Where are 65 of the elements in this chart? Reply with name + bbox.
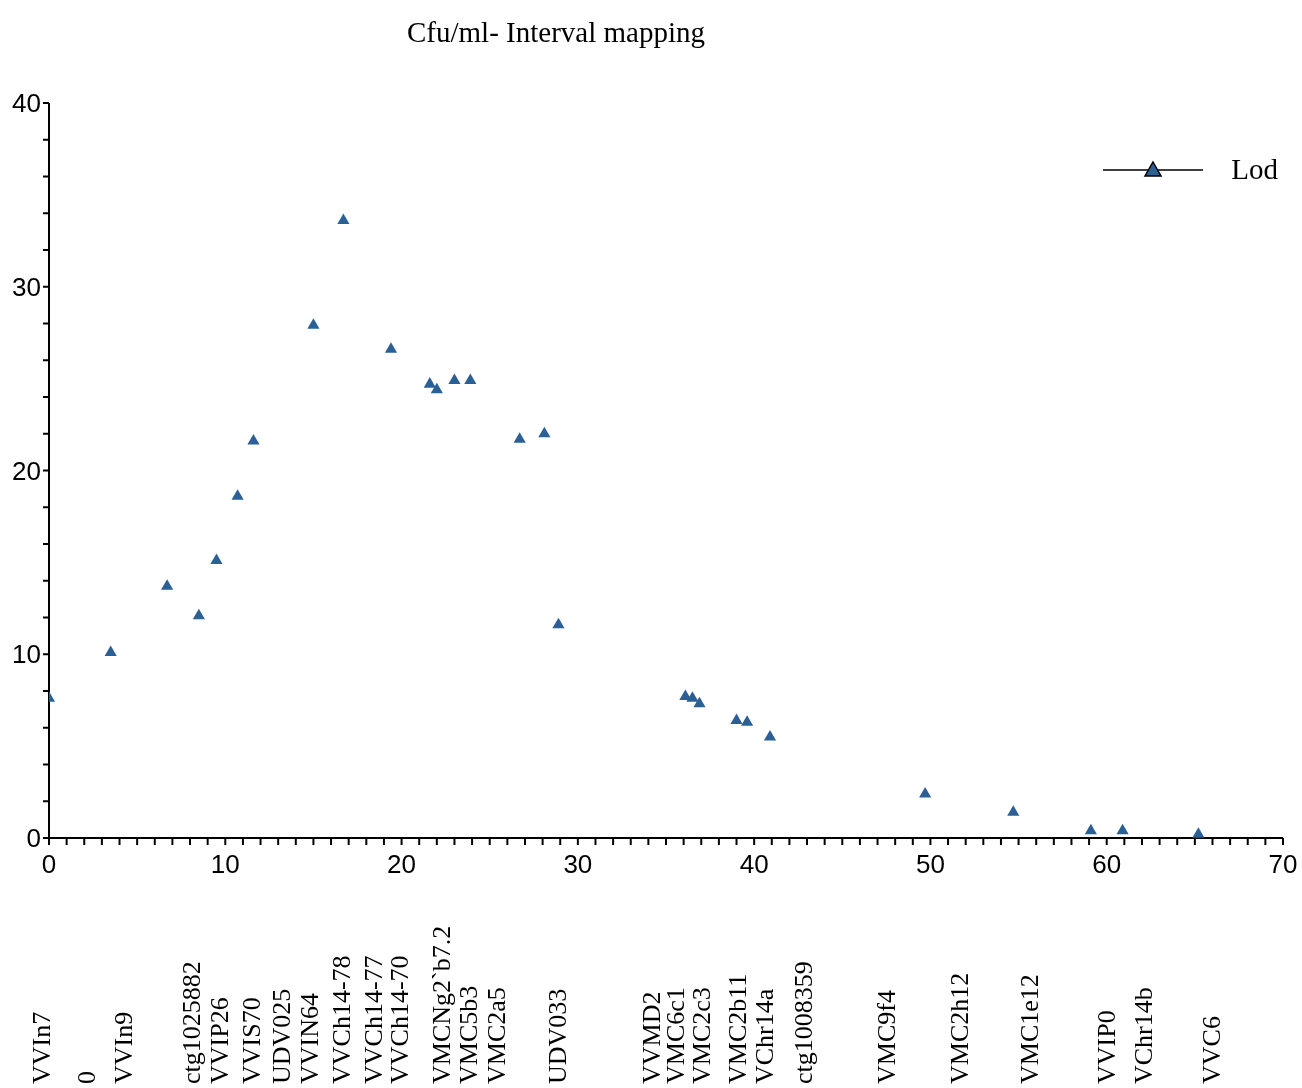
point <box>210 553 223 565</box>
x-tick-label: 50 <box>915 849 945 880</box>
x-tick-label: 30 <box>563 849 593 880</box>
point <box>1007 805 1020 816</box>
point <box>384 342 398 353</box>
point <box>741 715 754 726</box>
x-tick-label: 60 <box>1092 849 1122 880</box>
text: VVCh14-78 <box>327 955 356 1084</box>
point <box>430 382 443 394</box>
y-tick-label: 40 <box>12 88 41 119</box>
text: VMC2a5 <box>482 987 511 1084</box>
point <box>307 318 320 329</box>
text: VVIP0 <box>1092 1010 1121 1084</box>
text: UDV033 <box>543 988 572 1084</box>
text: VVIP26 <box>205 997 234 1084</box>
text: VVIn9 <box>109 1011 138 1084</box>
point <box>247 434 260 445</box>
text: UDV025 <box>267 988 296 1084</box>
point <box>730 713 743 724</box>
text: VMC2c3 <box>687 987 716 1084</box>
point <box>448 373 461 384</box>
text: VVIN64 <box>295 993 324 1084</box>
point <box>464 373 477 384</box>
text: 0 <box>72 1071 101 1084</box>
text: VMC2h12 <box>945 972 974 1084</box>
y-tick-label: 30 <box>12 271 41 302</box>
point <box>1116 823 1129 835</box>
text: VMC5b3 <box>454 985 483 1084</box>
text: VVIn7 <box>27 1011 56 1084</box>
text: VMC9f4 <box>872 990 901 1084</box>
y-tick-label: 10 <box>12 639 41 670</box>
chart-title: Cfu/ml- Interval mapping <box>406 16 706 49</box>
x-tick-label: 70 <box>1268 849 1298 880</box>
text: VVCh14-70 <box>385 955 414 1084</box>
point <box>1192 827 1205 838</box>
text: VVCh14-77 <box>359 955 388 1084</box>
x-tick-label: 40 <box>739 849 769 880</box>
text: VVC6 <box>1197 1016 1226 1084</box>
point <box>538 426 551 438</box>
point <box>104 645 117 656</box>
text: VChr14a <box>750 988 779 1084</box>
y-tick-label: 20 <box>12 455 41 486</box>
x-tick-label: 20 <box>387 849 417 880</box>
point <box>231 489 244 500</box>
point <box>1084 823 1097 835</box>
point <box>686 691 699 702</box>
text: VVIS70 <box>237 997 266 1084</box>
text: VChr14b <box>1129 987 1158 1084</box>
point <box>919 786 932 798</box>
point <box>552 617 565 629</box>
point <box>192 608 205 620</box>
point <box>693 696 706 708</box>
text: Lod <box>1231 153 1278 186</box>
text: ctg1025882 <box>177 961 206 1084</box>
text: VMC1e12 <box>1015 974 1044 1084</box>
y-tick-label: 0 <box>26 823 41 854</box>
text: VMC2b11 <box>723 973 752 1084</box>
point <box>763 729 777 741</box>
point <box>513 432 526 443</box>
text: ctg1008359 <box>789 961 818 1084</box>
text: VMCNg2`b7.2 <box>427 925 456 1084</box>
point <box>423 377 436 388</box>
point <box>161 579 174 590</box>
x-tick-label: 10 <box>210 849 240 880</box>
point <box>337 213 350 225</box>
